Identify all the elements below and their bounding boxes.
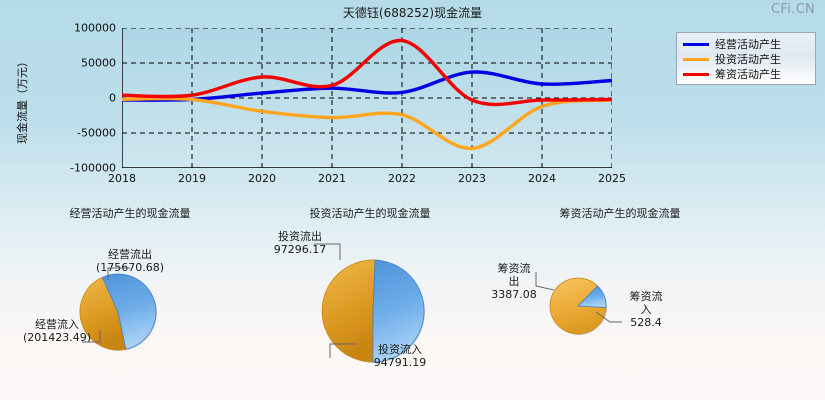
x-axis-tick: 2021 [318,172,346,185]
x-axis-tick: 2018 [108,172,136,185]
x-axis-tick: 2023 [458,172,486,185]
y-axis-title: 现金流量（万元） [16,56,29,144]
y-axis-tick: 100000 [74,21,116,35]
leader-line-in [329,343,356,358]
leader-line-out [107,267,130,280]
leader-line-in [82,330,101,343]
legend-label: 经营活动产生 [715,37,781,51]
y-axis-tick: 0 [109,91,116,105]
x-axis-tick: 2019 [178,172,206,185]
pie-slice[interactable] [101,273,157,350]
pie-chart-financing: 筹资活动产生的现金流量 筹资流 出 3387.08 筹资流 入 528.4 [480,200,760,400]
leader-line-out [314,243,341,260]
plot-area [122,28,612,168]
legend-label: 筹资活动产生 [715,67,781,81]
x-axis-tick: 2020 [248,172,276,185]
pie-slice-label-in: 筹资流 入 528.4 [629,290,663,329]
pie-slice-label-out: 经营流出 (175670.68) [95,248,165,274]
pie-slice[interactable] [79,276,127,351]
pie-slice-label-in: 投资流入 94791.19 [373,343,427,369]
watermark-label: CFi.CN [771,2,815,17]
pie-chart-investing: 投资活动产生的现金流量 投资流出 97296.17 投资流入 94791.19 [240,200,500,400]
pie-chart-operating: 经营活动产生的现金流量 经营流出 (175670.68) 经营流入 (20142… [0,200,260,400]
y-axis-tick: 50000 [81,56,116,70]
leader-line-in [596,311,622,323]
legend: 经营活动产生 投资活动产生 筹资活动产生 [676,32,816,85]
y-axis-tick: -100000 [70,161,116,175]
series-line-2 [122,38,612,107]
x-axis-tick: 2025 [598,172,626,185]
pie-slice-label-out: 投资流出 97296.17 [273,230,327,256]
pie-slice-label-in: 经营流入 (201423.49) [22,318,92,344]
pie-graphic [549,277,607,335]
legend-item[interactable]: 经营活动产生 [683,37,809,52]
pie-graphic [321,259,425,363]
pie-slice[interactable] [372,259,425,363]
legend-color-swatch [683,43,709,46]
line-chart: 现金流量（万元） 100000 50000 0 -50000 -100000 2018 2… [0,0,670,200]
pie-title: 筹资活动产生的现金流量 [559,207,681,220]
y-axis-tick-labels: 100000 50000 0 -50000 -100000 [40,0,116,200]
pie-slice[interactable] [321,259,376,363]
legend-item[interactable]: 筹资活动产生 [683,67,809,82]
x-axis-tick: 2024 [528,172,556,185]
plot-svg [122,28,612,168]
page-title: 天德钰(688252)现金流量 [342,6,483,20]
series-lines [122,38,612,151]
y-axis-tick: -50000 [77,126,116,140]
pie-slice-label-out: 筹资流 出 3387.08 [491,262,537,301]
legend-label: 投资活动产生 [715,52,781,66]
legend-color-swatch [683,73,709,76]
x-axis-tick-labels: 2018 2019 2020 2021 2022 2023 2024 2025 [108,172,626,192]
legend-item[interactable]: 投资活动产生 [683,52,809,67]
x-axis-tick: 2022 [388,172,416,185]
pie-slice[interactable] [577,285,607,308]
leader-line-out [535,272,555,291]
pie-title: 投资活动产生的现金流量 [309,207,431,220]
series-line-1 [122,96,612,151]
pie-title: 经营活动产生的现金流量 [69,207,191,220]
legend-color-swatch [683,58,709,61]
